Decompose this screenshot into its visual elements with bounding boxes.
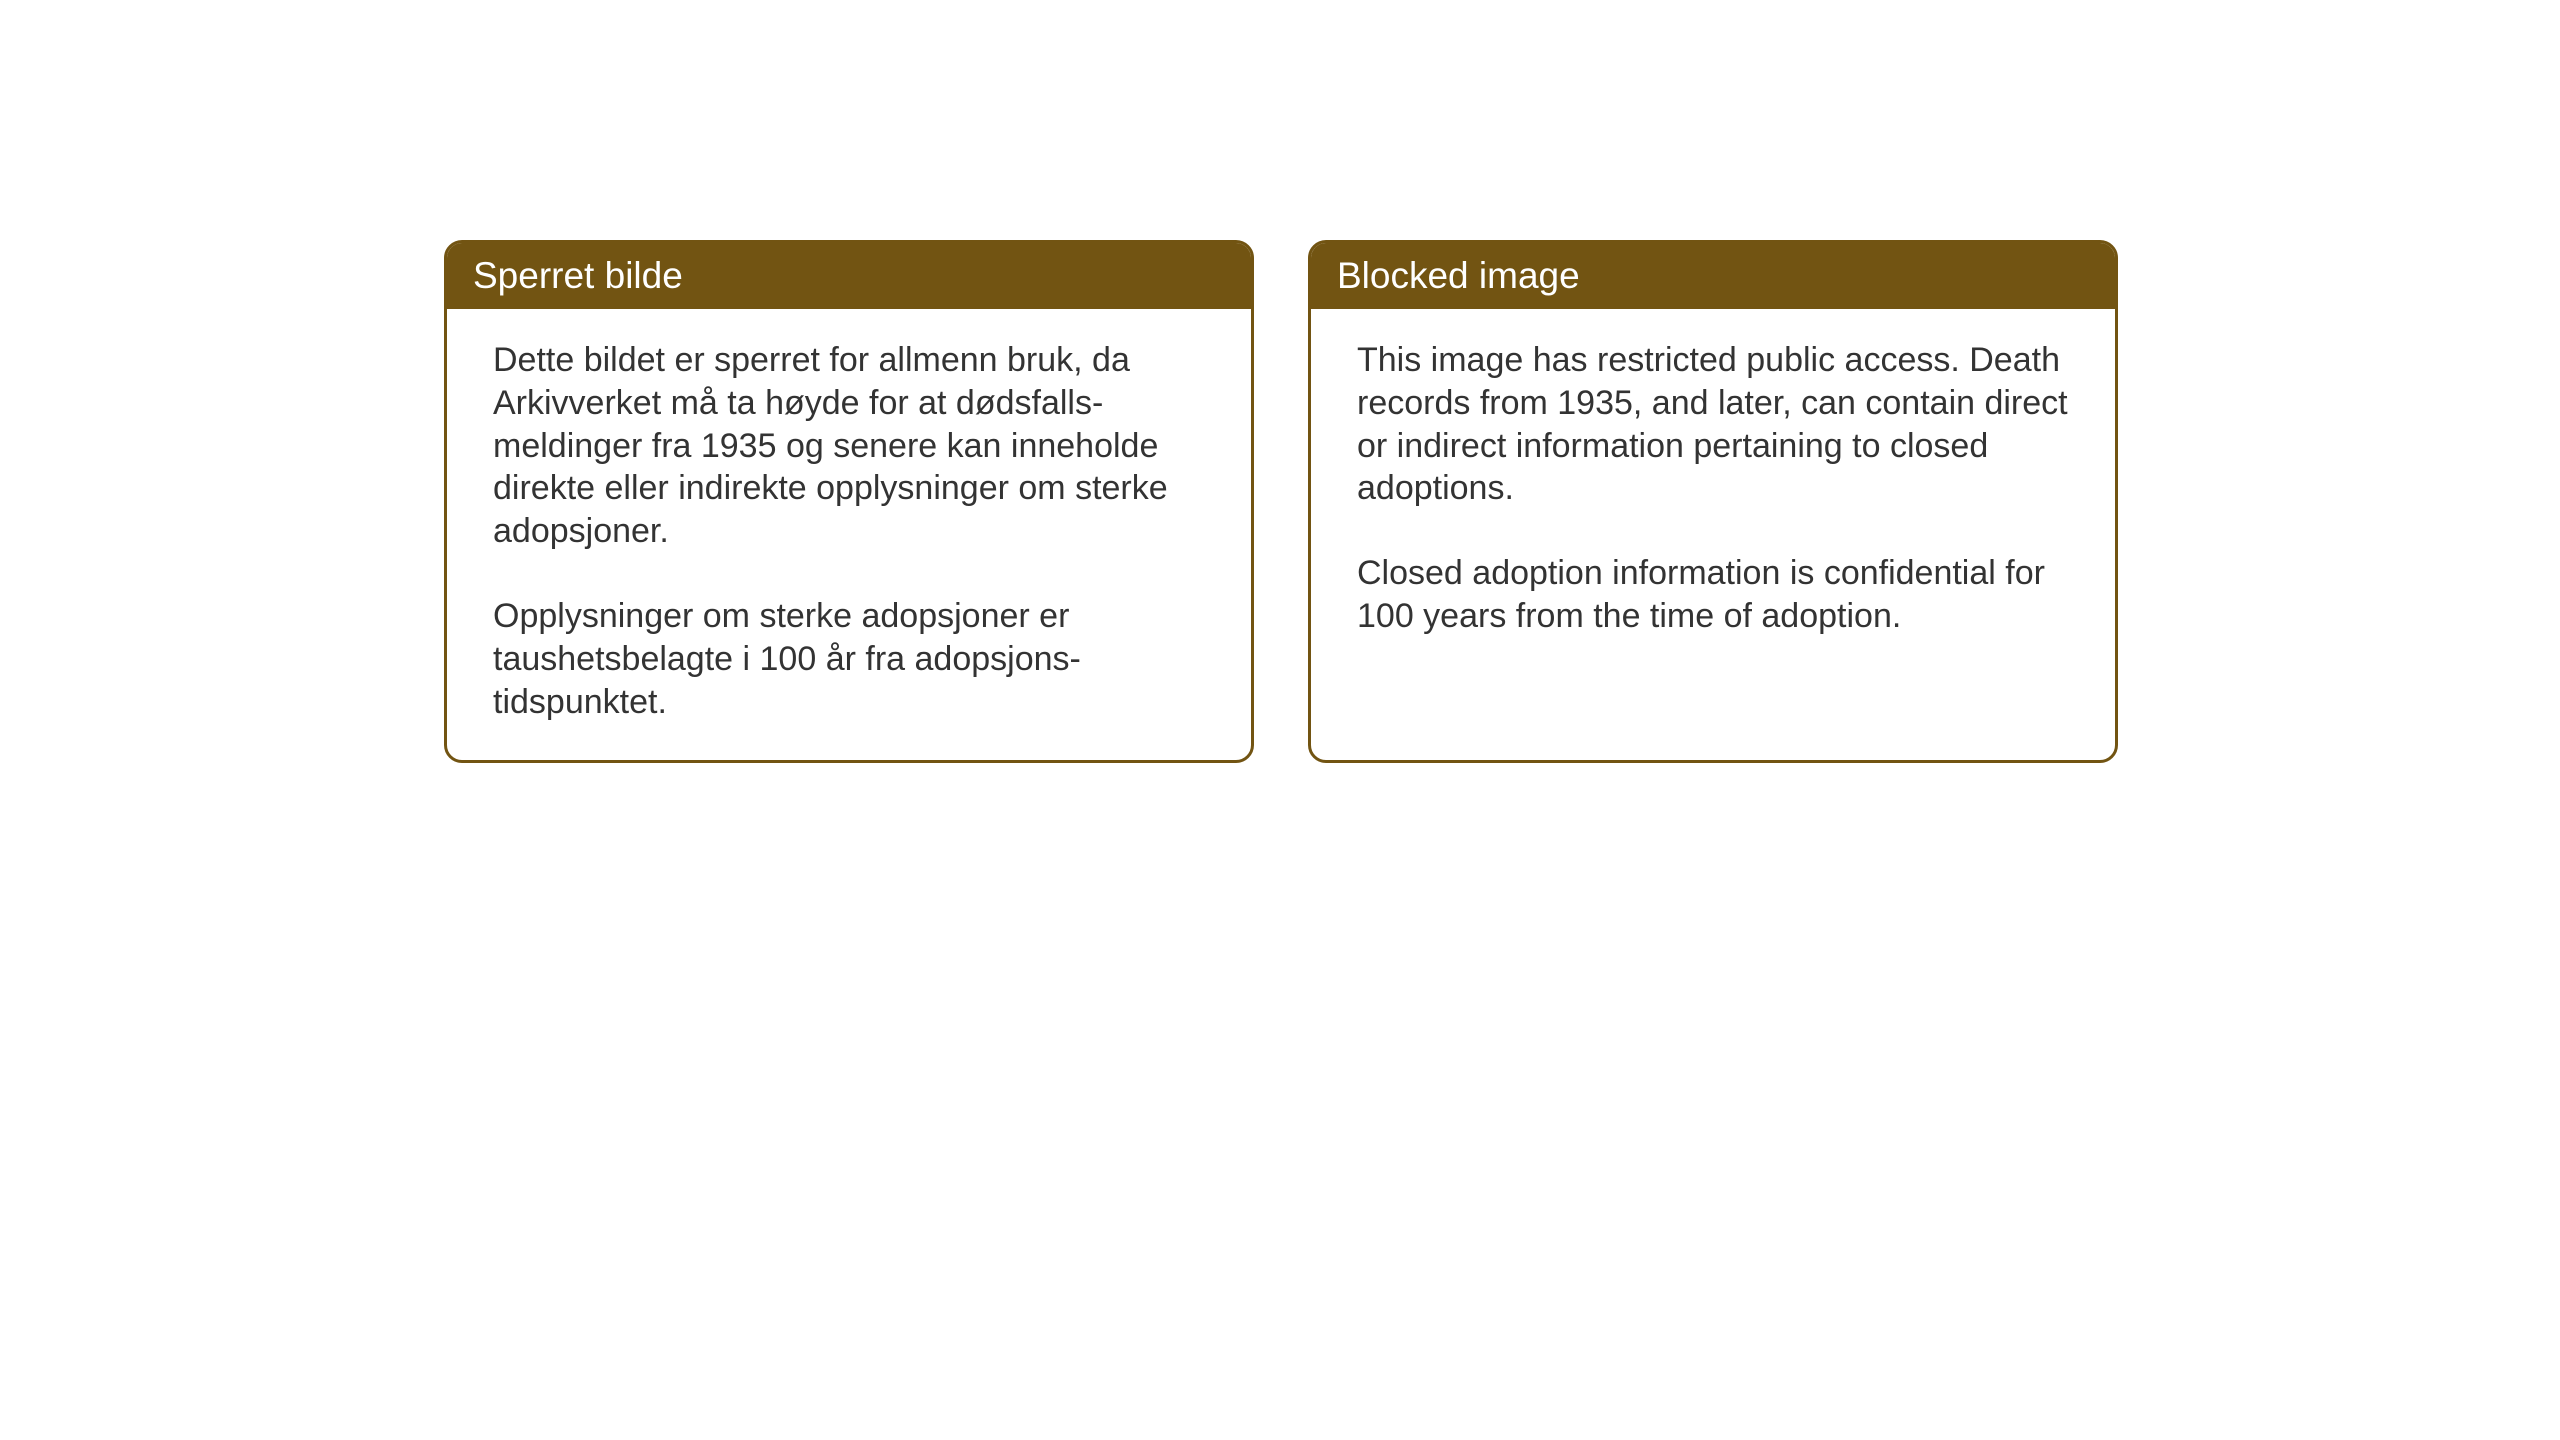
english-card-body: This image has restricted public access.… [1311, 309, 2115, 674]
english-paragraph-1: This image has restricted public access.… [1357, 339, 2069, 510]
cards-container: Sperret bilde Dette bildet er sperret fo… [0, 0, 2560, 763]
norwegian-card-body: Dette bildet er sperret for allmenn bruk… [447, 309, 1251, 760]
norwegian-paragraph-2: Opplysninger om sterke adopsjoner er tau… [493, 595, 1205, 723]
norwegian-card-title: Sperret bilde [447, 243, 1251, 309]
english-card: Blocked image This image has restricted … [1308, 240, 2118, 763]
english-card-title: Blocked image [1311, 243, 2115, 309]
english-paragraph-2: Closed adoption information is confident… [1357, 552, 2069, 638]
norwegian-card: Sperret bilde Dette bildet er sperret fo… [444, 240, 1254, 763]
norwegian-paragraph-1: Dette bildet er sperret for allmenn bruk… [493, 339, 1205, 553]
